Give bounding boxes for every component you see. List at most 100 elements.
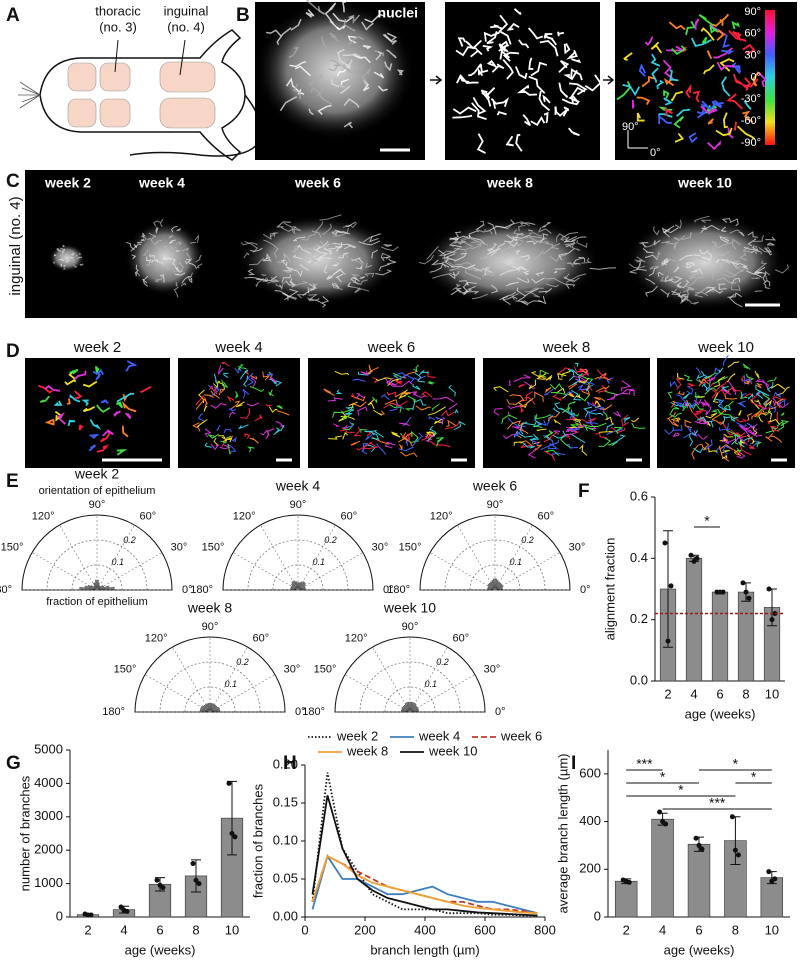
image-texture [102, 429, 114, 437]
theta-grid [409, 646, 448, 713]
image [483, 358, 650, 468]
image-texture [181, 276, 192, 284]
image-texture [558, 248, 575, 261]
image-texture [733, 73, 743, 85]
image-texture [751, 71, 760, 87]
annotation: orientation of epithelium [39, 485, 156, 497]
image-texture [66, 398, 71, 405]
timepoint: week 4 [138, 175, 185, 191]
theta-tick-label: 60° [341, 510, 358, 522]
image-texture [563, 69, 578, 81]
image-texture [528, 75, 546, 94]
image-texture [648, 267, 659, 277]
line [311, 854, 538, 915]
image-texture [448, 384, 456, 397]
image-texture [329, 261, 339, 271]
pointer [114, 39, 119, 73]
image-texture [142, 279, 149, 287]
image-texture [706, 50, 713, 60]
image-texture [622, 83, 641, 97]
image-texture [528, 57, 534, 70]
image-texture [67, 419, 76, 427]
image-texture [77, 256, 82, 260]
image-texture [701, 36, 708, 44]
image-texture [757, 412, 764, 423]
image-texture [374, 49, 384, 57]
image-texture [485, 225, 508, 232]
image-texture [380, 394, 390, 401]
image-texture [338, 252, 349, 259]
x-tick-label: 4 [120, 922, 127, 937]
image-texture [669, 412, 682, 418]
image-texture [305, 0, 325, 15]
theta-grid [260, 524, 299, 591]
image-texture [508, 379, 511, 386]
image-texture [585, 421, 599, 425]
image-texture [96, 404, 111, 413]
image-texture [581, 417, 597, 424]
theta-tick-label: 60° [253, 632, 270, 644]
image-texture [676, 279, 690, 289]
image-texture [499, 291, 516, 301]
panel-letter: D [6, 341, 20, 362]
image-texture [496, 97, 510, 108]
image-texture [533, 415, 543, 428]
theta-grid [209, 646, 248, 713]
image-texture [576, 369, 589, 377]
image-texture [581, 385, 593, 392]
image-texture [711, 418, 725, 426]
image-texture [262, 257, 272, 262]
theta-grid [209, 674, 276, 713]
image-texture [722, 34, 730, 48]
image-texture [693, 291, 709, 298]
line [311, 854, 538, 915]
image-texture [631, 417, 640, 423]
image-texture [755, 441, 762, 448]
image-texture [729, 293, 743, 308]
image-texture [508, 241, 518, 248]
image-texture [518, 224, 526, 232]
image-texture [529, 288, 541, 298]
image-texture [571, 236, 587, 242]
image-texture [731, 20, 740, 30]
image-texture [567, 368, 575, 381]
theta-tick-label: 30° [484, 663, 501, 675]
image-texture [96, 444, 110, 453]
image-texture [772, 396, 786, 401]
x-tick-label: 2 [84, 922, 91, 937]
image-texture [486, 248, 495, 254]
image-texture [313, 248, 329, 259]
image-texture [82, 380, 98, 388]
image-texture [583, 422, 607, 427]
image-texture [334, 370, 350, 376]
image-texture [394, 380, 403, 385]
image-texture [92, 370, 102, 381]
image-texture [394, 372, 406, 380]
image-texture [508, 241, 522, 247]
image-texture [762, 393, 771, 408]
image-texture [776, 401, 789, 409]
image-texture [688, 276, 705, 287]
y-axis-label: fraction of branches [250, 783, 265, 898]
image-texture [288, 46, 300, 59]
image-texture [545, 283, 560, 288]
image-texture [204, 428, 212, 438]
image-texture [744, 77, 752, 91]
image-texture [195, 254, 202, 263]
x-axis-label: age (weeks) [685, 706, 756, 721]
image-texture [59, 254, 64, 258]
image-texture [283, 266, 294, 272]
image-texture [686, 261, 696, 267]
image-texture [385, 377, 395, 388]
image-texture [174, 266, 179, 271]
image-texture [409, 375, 426, 384]
image-texture [386, 391, 396, 397]
image-texture [432, 403, 440, 411]
theta-tick-label: 120° [233, 510, 256, 522]
image-texture [641, 76, 656, 88]
outer-arc [134, 636, 286, 713]
image-texture [412, 392, 426, 398]
image-texture [770, 383, 786, 390]
image-texture [153, 220, 162, 227]
image-texture [284, 288, 299, 301]
